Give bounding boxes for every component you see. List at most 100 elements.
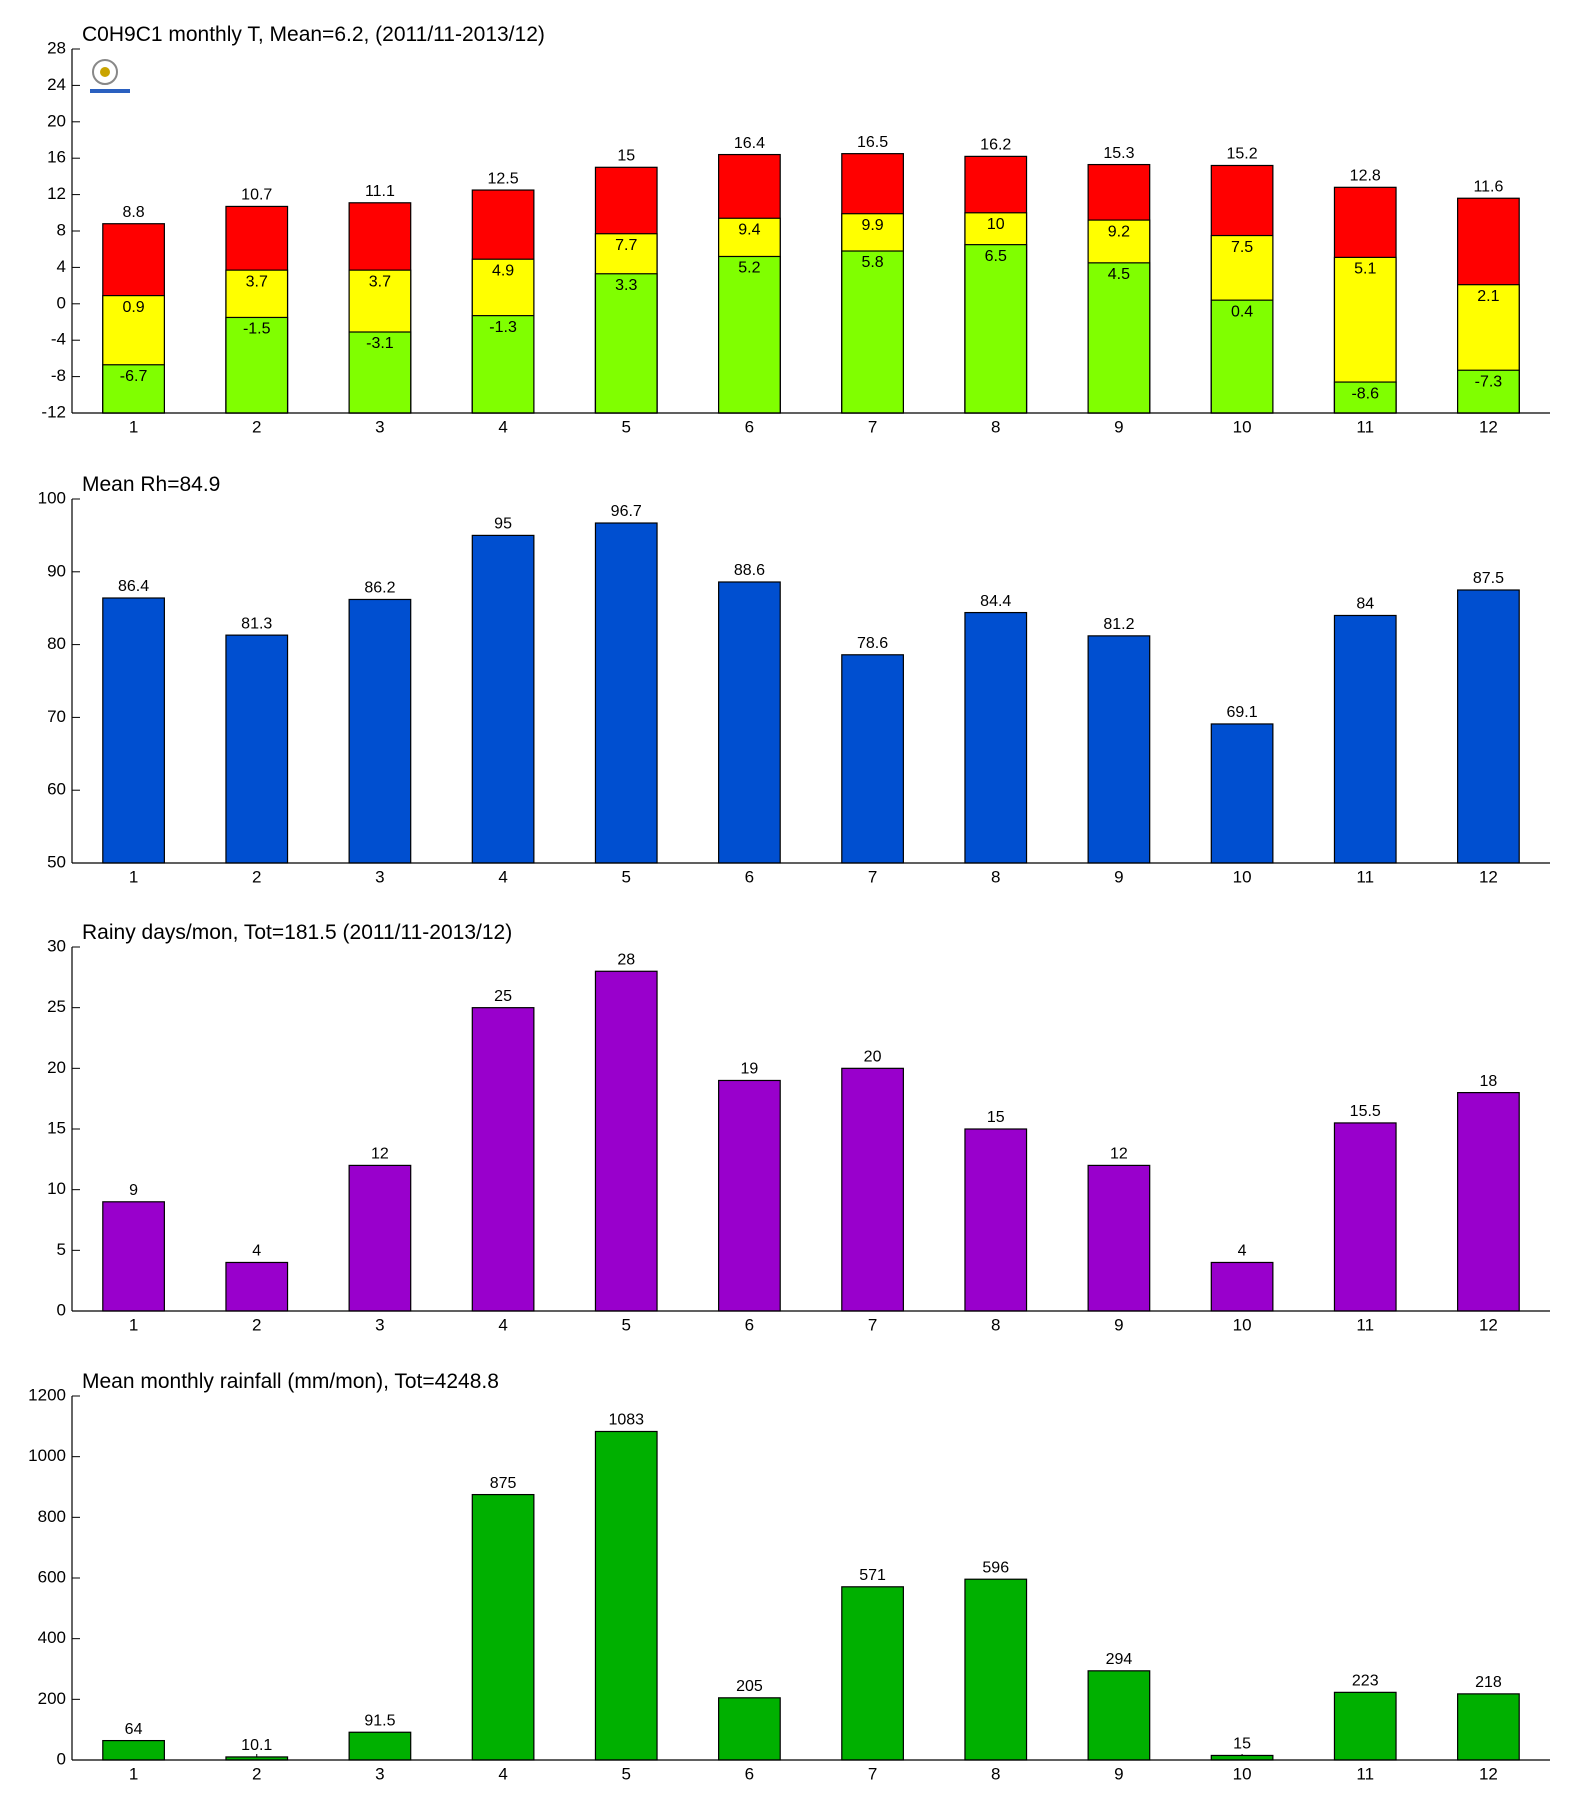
bar — [718, 1697, 781, 1761]
x-tick-label: 8 — [991, 1315, 1000, 1334]
value-label: 15 — [987, 1109, 1005, 1126]
y-tick-label: 30 — [47, 936, 66, 955]
y-tick-label: 16 — [47, 148, 66, 167]
x-tick-label: 11 — [1356, 1764, 1374, 1783]
x-tick-label: 10 — [1233, 1764, 1252, 1783]
y-tick-label: 60 — [47, 780, 66, 799]
bar — [594, 1430, 658, 1761]
value-label: 91.5 — [364, 1712, 395, 1729]
value-label: 0.4 — [1231, 303, 1253, 320]
y-tick-label: 4 — [57, 257, 66, 276]
bar — [225, 634, 289, 864]
x-tick-label: 9 — [1114, 417, 1123, 436]
chart-title: Mean Rh=84.9 — [82, 473, 220, 496]
x-tick-label: 1 — [129, 867, 138, 886]
bar — [471, 1493, 535, 1761]
value-label: 87.5 — [1473, 570, 1504, 587]
x-tick-label: 6 — [745, 867, 754, 886]
x-tick-label: 6 — [745, 1315, 754, 1334]
value-label: 15.3 — [1103, 145, 1134, 162]
value-label: 596 — [982, 1559, 1009, 1576]
value-label: 9 — [129, 1182, 138, 1199]
value-label: 5.2 — [738, 260, 760, 277]
value-label: 12 — [371, 1146, 389, 1163]
bar — [348, 598, 412, 864]
x-tick-label: 1 — [129, 417, 138, 436]
value-label: -3.1 — [366, 335, 394, 352]
y-tick-label: 5 — [57, 1240, 66, 1259]
value-label: 4 — [252, 1243, 261, 1260]
value-label: 571 — [859, 1567, 886, 1584]
x-tick-label: 12 — [1479, 1764, 1498, 1783]
value-label: 84 — [1356, 596, 1374, 613]
x-tick-label: 10 — [1233, 417, 1252, 436]
value-label: 78.6 — [857, 635, 888, 652]
value-label: 15.5 — [1350, 1103, 1381, 1120]
x-tick-label: 8 — [991, 1764, 1000, 1783]
y-tick-label: -8 — [51, 366, 66, 385]
logo — [90, 59, 130, 93]
value-label: 86.4 — [118, 578, 149, 595]
bar — [841, 250, 904, 414]
x-tick-label: 2 — [252, 867, 261, 886]
y-tick-label: 24 — [47, 75, 66, 94]
bar — [841, 654, 904, 864]
value-label: 11.6 — [1473, 178, 1503, 195]
y-tick-label: 400 — [38, 1628, 66, 1647]
bar — [1210, 1261, 1274, 1312]
x-tick-label: 7 — [868, 867, 877, 886]
value-label: 69.1 — [1227, 704, 1258, 721]
bar — [471, 534, 535, 864]
value-label: 4.9 — [492, 262, 514, 279]
x-tick-label: 9 — [1114, 1315, 1123, 1334]
value-label: 4 — [1238, 1243, 1247, 1260]
value-label: 10.7 — [241, 187, 272, 204]
y-tick-label: 800 — [38, 1507, 66, 1526]
x-tick-label: 7 — [868, 1764, 877, 1783]
value-label: 28 — [617, 951, 635, 968]
value-label: 96.7 — [611, 503, 642, 520]
value-label: 11.1 — [365, 183, 395, 200]
bar — [102, 364, 165, 414]
value-label: 875 — [490, 1475, 517, 1492]
y-tick-label: 0 — [57, 1749, 66, 1768]
value-label: 294 — [1106, 1651, 1133, 1668]
bar — [1087, 1670, 1151, 1761]
y-tick-label: 100 — [38, 488, 66, 507]
x-tick-label: 4 — [498, 417, 507, 436]
bar — [348, 1164, 412, 1312]
bar — [1087, 635, 1151, 864]
x-tick-label: 8 — [991, 867, 1000, 886]
value-label: 12 — [1110, 1146, 1128, 1163]
y-tick-label: 25 — [47, 997, 66, 1016]
value-label: 0.9 — [122, 299, 144, 316]
value-label: 205 — [736, 1678, 763, 1695]
y-tick-label: 10 — [47, 1179, 66, 1198]
x-tick-label: 12 — [1479, 867, 1498, 886]
value-label: 9.4 — [738, 221, 760, 238]
value-label: -8.6 — [1351, 385, 1379, 402]
y-tick-label: 50 — [47, 852, 66, 871]
bar — [1210, 1754, 1274, 1761]
value-label: 218 — [1475, 1674, 1502, 1691]
value-label: 15 — [617, 148, 635, 165]
x-tick-label: 1 — [129, 1315, 138, 1334]
bar — [102, 1201, 165, 1312]
value-label: 4.5 — [1108, 266, 1130, 283]
y-tick-label: 28 — [47, 38, 66, 57]
value-label: 86.2 — [364, 580, 395, 597]
chart-title: C0H9C1 monthly T, Mean=6.2, (2011/11-201… — [82, 23, 545, 46]
y-tick-label: 20 — [47, 1058, 66, 1077]
value-label: 88.6 — [734, 562, 765, 579]
value-label: 7.7 — [615, 237, 637, 254]
value-label: -6.7 — [120, 368, 148, 385]
x-tick-label: 5 — [622, 1764, 631, 1783]
bar — [964, 611, 1028, 864]
x-tick-label: 4 — [498, 1315, 507, 1334]
bar — [1333, 614, 1397, 864]
value-label: 223 — [1352, 1673, 1379, 1690]
y-tick-label: 1200 — [28, 1385, 66, 1404]
x-tick-label: 10 — [1233, 1315, 1252, 1334]
value-label: 3.7 — [246, 273, 268, 290]
x-tick-label: 11 — [1356, 417, 1374, 436]
